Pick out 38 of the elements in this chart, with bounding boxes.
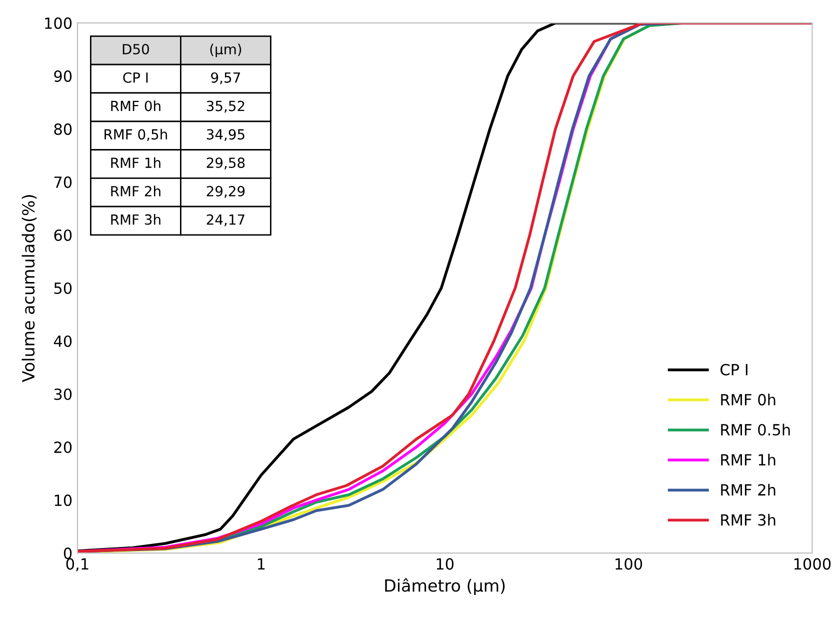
x-tick-label: 0,1 (66, 558, 88, 572)
annotation: 24,17 (206, 214, 244, 226)
y-tick-label: 0 (64, 548, 72, 560)
y-tick-label: 60 (54, 229, 72, 241)
annotation: 9,57 (211, 72, 240, 84)
annotation: RMF 0,5h (104, 128, 167, 142)
legend-label: RMF 0h (721, 394, 776, 406)
annotation: 35,52 (206, 100, 244, 113)
legend-label: RMF 2h (721, 484, 776, 496)
y-tick-label: 30 (54, 388, 72, 400)
y-tick-label: 20 (54, 441, 72, 454)
legend-label: RMF 3h (721, 514, 776, 526)
y-axis-title: Volume acumulado(%) (22, 195, 37, 382)
x-tick-label: 10 (436, 558, 454, 570)
annotation: 29,29 (206, 186, 245, 198)
annotation: RMF 0h (111, 100, 160, 112)
y-tick-label: 50 (54, 282, 72, 294)
x-tick-label: 100 (616, 558, 642, 570)
annotation: RMF 2h (111, 186, 160, 196)
annotation: (µm) (210, 44, 242, 58)
y-tick-label: 80 (54, 123, 72, 135)
annotation: 29,58 (206, 158, 245, 170)
legend-label: RMF 1h (721, 454, 776, 466)
x-tick-label: 1 (258, 558, 265, 570)
y-tick-label: 90 (54, 70, 72, 82)
y-tick-label: 70 (54, 176, 72, 188)
y-tick-label: 10 (54, 494, 72, 506)
annotation: CP I (123, 72, 148, 83)
legend-label: CP I (720, 364, 748, 376)
x-tick-label: 1000 (794, 558, 831, 570)
annotation: RMF 1h (111, 157, 160, 168)
legend-label: RMF 0.5h (721, 424, 790, 436)
y-tick-label: 100 (45, 17, 72, 29)
annotation: 34,95 (206, 129, 244, 142)
y-tick-label: 40 (54, 335, 72, 348)
annotation: D50 (122, 44, 149, 54)
annotation: RMF 3h (111, 214, 160, 225)
x-axis-title: Diâmetro (µm) (385, 578, 505, 596)
